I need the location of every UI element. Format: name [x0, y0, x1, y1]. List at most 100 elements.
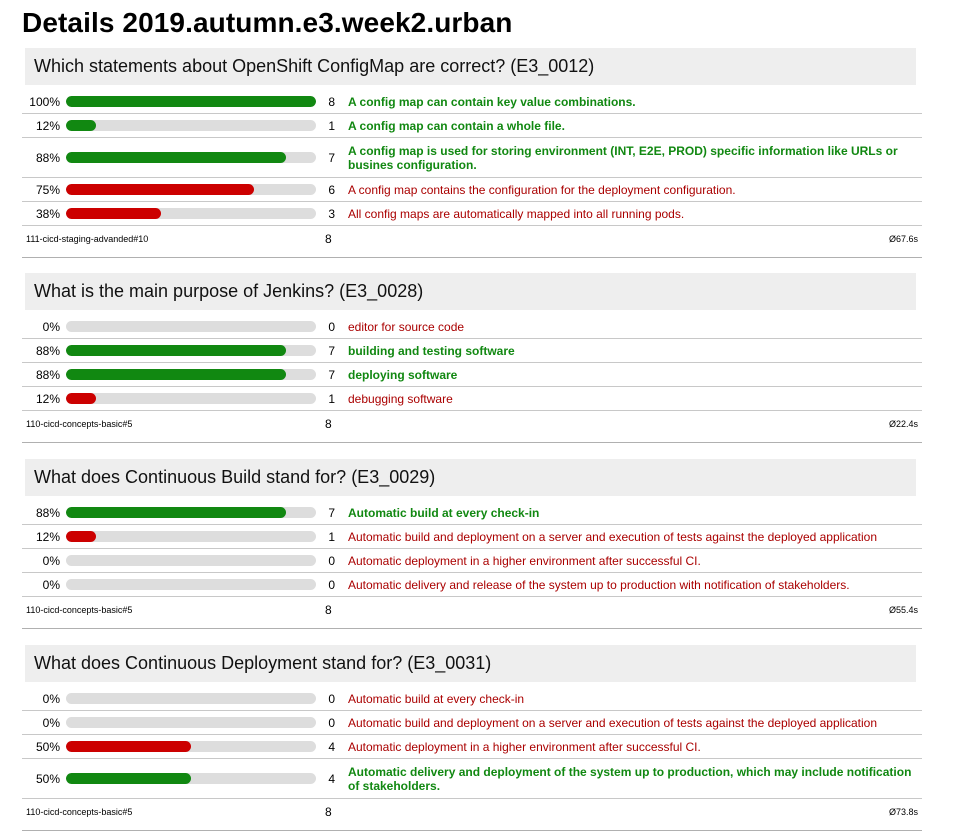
answer-percent: 88% — [35, 343, 60, 358]
answer-percent: 0% — [42, 715, 60, 730]
answer-bar-track — [66, 369, 316, 380]
answer-text: editor for source code — [348, 319, 465, 334]
answer-bar-track — [66, 531, 316, 542]
answer-count: 0 — [328, 577, 335, 592]
answer-text: A config map can contain a whole file. — [348, 118, 565, 133]
answer-count: 7 — [328, 505, 335, 520]
answer-bar-fill — [66, 393, 96, 404]
average-time: Ø22.4s — [888, 419, 918, 429]
answer-row: 100% 8 A config map can contain key valu… — [22, 90, 922, 114]
answer-bar-fill — [66, 741, 191, 752]
answer-text: All config maps are automatically mapped… — [348, 206, 685, 221]
answer-count: 7 — [328, 343, 335, 358]
answer-percent: 50% — [35, 771, 60, 786]
answer-text: Automatic build and deployment on a serv… — [348, 715, 878, 730]
answer-bar-track — [66, 507, 316, 518]
answer-text: Automatic build and deployment on a serv… — [348, 529, 878, 544]
average-time: Ø67.6s — [888, 234, 918, 244]
answer-percent: 12% — [35, 391, 60, 406]
answer-bar-fill — [66, 369, 286, 380]
answer-bar-track — [66, 693, 316, 704]
answer-bar-fill — [66, 184, 254, 195]
answer-row: 12% 1 debugging software — [22, 387, 922, 411]
answer-text: Automatic delivery and release of the sy… — [348, 577, 850, 592]
answer-percent: 0% — [42, 553, 60, 568]
question-footer: 110-cicd-concepts-basic#5 8 Ø55.4s — [22, 597, 922, 629]
answer-bar-fill — [66, 507, 286, 518]
answer-percent: 88% — [35, 367, 60, 382]
answer-text: Automatic delivery and deployment of the… — [348, 764, 912, 793]
exercise-id: 110-cicd-concepts-basic#5 — [26, 419, 133, 429]
answer-percent: 38% — [35, 206, 60, 221]
answer-bar-fill — [66, 96, 316, 107]
answer-row: 0% 0 Automatic deployment in a higher en… — [22, 549, 922, 573]
total-count: 8 — [325, 603, 332, 617]
answer-percent: 100% — [29, 94, 60, 109]
answer-count: 8 — [328, 94, 335, 109]
answer-bar-track — [66, 393, 316, 404]
answer-bar-track — [66, 345, 316, 356]
answer-bar-track — [66, 555, 316, 566]
exercise-id: 110-cicd-concepts-basic#5 — [26, 605, 133, 615]
answer-row: 50% 4 Automatic delivery and deployment … — [22, 759, 922, 799]
answer-row: 88% 7 Automatic build at every check-in — [22, 501, 922, 525]
answer-count: 1 — [328, 529, 335, 544]
answer-text: building and testing software — [348, 343, 515, 358]
answer-list: 0% 0 editor for source code 88% 7 buildi… — [22, 315, 922, 411]
answer-row: 38% 3 All config maps are automatically … — [22, 202, 922, 226]
answer-text: Automatic build at every check-in — [348, 691, 525, 706]
answer-bar-track — [66, 773, 316, 784]
answer-bar-fill — [66, 152, 286, 163]
question-card-4: What does Continuous Deployment stand fo… — [22, 645, 922, 831]
question-title: Which statements about OpenShift ConfigM… — [25, 48, 916, 85]
answer-row: 0% 0 editor for source code — [22, 315, 922, 339]
question-footer: 110-cicd-concepts-basic#5 8 Ø73.8s — [22, 799, 922, 831]
page-title: Details 2019.autumn.e3.week2.urban — [22, 7, 513, 38]
answer-text: debugging software — [348, 391, 453, 406]
answer-row: 0% 0 Automatic build at every check-in — [22, 687, 922, 711]
question-title: What is the main purpose of Jenkins? (E3… — [25, 273, 916, 310]
average-time: Ø55.4s — [888, 605, 918, 615]
question-card-2: What is the main purpose of Jenkins? (E3… — [22, 273, 922, 443]
answer-percent: 0% — [42, 691, 60, 706]
answer-count: 7 — [328, 150, 335, 165]
answer-count: 4 — [328, 771, 335, 786]
answer-text: Automatic deployment in a higher environ… — [348, 739, 701, 754]
answer-text: Automatic build at every check-in — [348, 505, 540, 520]
total-count: 8 — [325, 805, 332, 819]
answer-percent: 88% — [35, 150, 60, 165]
answer-count: 0 — [328, 553, 335, 568]
answer-bar-track — [66, 96, 316, 107]
answer-text: Automatic deployment in a higher environ… — [348, 553, 701, 568]
answer-bar-track — [66, 321, 316, 332]
answer-count: 0 — [328, 715, 335, 730]
answer-count: 0 — [328, 319, 335, 334]
total-count: 8 — [325, 417, 332, 431]
answer-percent: 0% — [42, 577, 60, 592]
answer-list: 0% 0 Automatic build at every check-in 0… — [22, 687, 922, 799]
answer-row: 75% 6 A config map contains the configur… — [22, 178, 922, 202]
question-title: What does Continuous Build stand for? (E… — [25, 459, 916, 496]
answer-text: A config map is used for storing environ… — [348, 143, 898, 172]
question-title: What does Continuous Deployment stand fo… — [25, 645, 916, 682]
question-card-3: What does Continuous Build stand for? (E… — [22, 459, 922, 629]
question-footer: 110-cicd-concepts-basic#5 8 Ø22.4s — [22, 411, 922, 443]
answer-percent: 75% — [35, 182, 60, 197]
average-time: Ø73.8s — [888, 807, 918, 817]
answer-bar-fill — [66, 345, 286, 356]
answer-bar-track — [66, 184, 316, 195]
answer-bar-fill — [66, 208, 161, 219]
answer-count: 6 — [328, 182, 335, 197]
answer-text: A config map contains the configuration … — [348, 182, 736, 197]
answer-bar-fill — [66, 773, 191, 784]
answer-count: 4 — [328, 739, 335, 754]
answer-bar-track — [66, 717, 316, 728]
answer-bar-fill — [66, 531, 96, 542]
exercise-id: 110-cicd-concepts-basic#5 — [26, 807, 133, 817]
answer-bar-track — [66, 152, 316, 163]
answer-bar-track — [66, 579, 316, 590]
answer-count: 0 — [328, 691, 335, 706]
exercise-id: 111-cicd-staging-advanded#10 — [26, 234, 149, 244]
answer-count: 1 — [328, 391, 335, 406]
answer-count: 1 — [328, 118, 335, 133]
